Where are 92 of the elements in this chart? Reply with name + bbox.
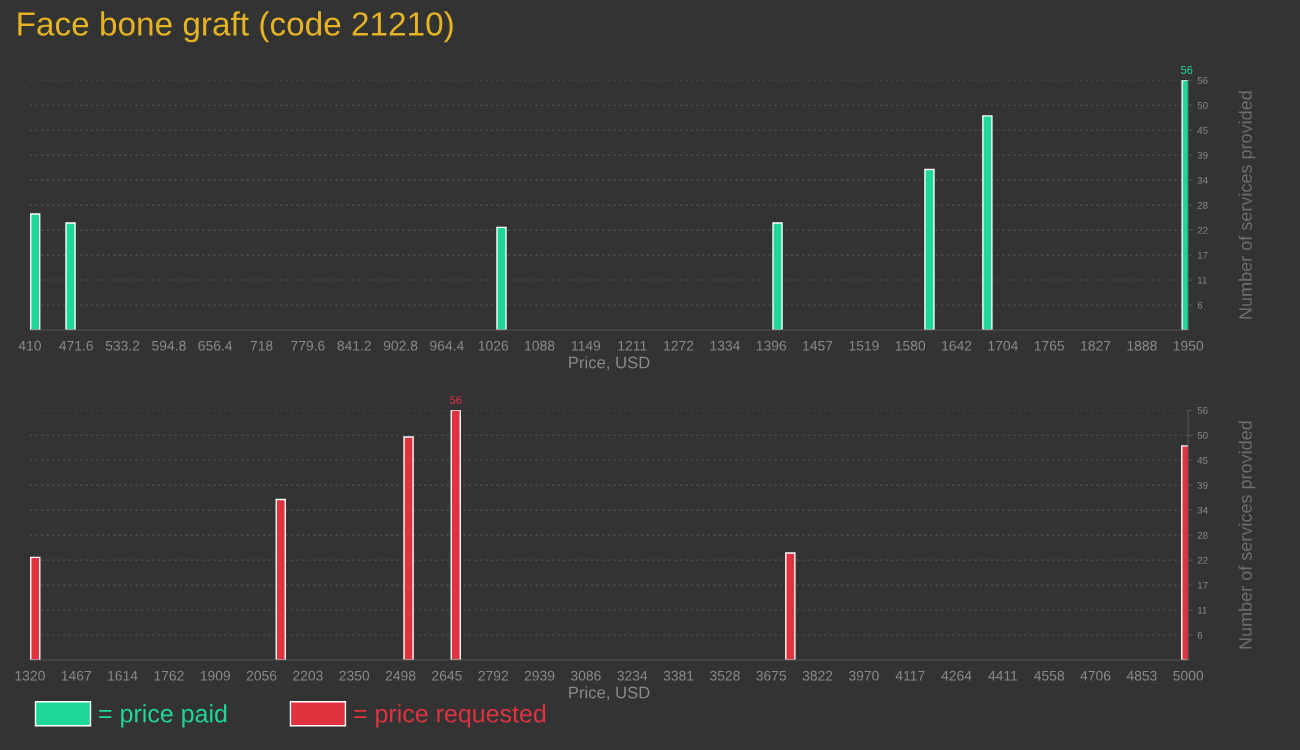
y-tick-label: 39 (1197, 481, 1208, 489)
x-tick-label: 1704 (988, 340, 1018, 351)
x-tick-label: 1614 (108, 670, 138, 681)
x-tick-label: 1457 (803, 340, 833, 351)
x-tick-label: 1765 (1034, 340, 1065, 351)
x-tick-label: 2203 (293, 670, 323, 681)
x-tick-label: 1519 (849, 340, 879, 351)
x-tick-label: 1088 (525, 340, 555, 351)
x-tick-label: 3086 (570, 670, 601, 681)
y-tick-label: 6 (1197, 631, 1203, 639)
x-tick-label: 1320 (15, 670, 45, 681)
x-tick-label: 2939 (524, 670, 555, 681)
x-tick-label: 3234 (617, 670, 648, 681)
x-tick-label: 656.4 (198, 340, 233, 351)
x-tick-label: 964.4 (430, 340, 464, 351)
x-tick-label: 4411 (988, 670, 1018, 681)
y-tick-label: 56 (1197, 406, 1208, 414)
bar (275, 498, 286, 660)
x-tick-label: 5000 (1173, 670, 1204, 681)
y-tick-label: 34 (1197, 176, 1208, 184)
x-tick-label: 1149 (572, 340, 601, 351)
bar (772, 222, 783, 330)
y-tick-label: 17 (1197, 581, 1208, 589)
y-tick-label: 45 (1197, 457, 1208, 464)
x-tick-label: 1909 (200, 670, 231, 681)
bar (450, 410, 461, 660)
chart-title: Face bone graft (code 21210) (18, 11, 453, 43)
x-tick-label: 1396 (756, 340, 787, 351)
bar (403, 436, 414, 660)
y-axis-title: Number of services provided (1238, 91, 1256, 319)
x-tick-label: 4853 (1126, 670, 1157, 681)
x-tick-label: 1580 (895, 340, 926, 351)
x-tick-label: 902.8 (383, 340, 418, 351)
x-tick-label: 410 (18, 340, 41, 351)
x-tick-label: 1827 (1081, 340, 1111, 351)
bar (496, 226, 507, 330)
bar (982, 115, 993, 330)
bar (785, 552, 796, 660)
x-tick-label: 2056 (246, 670, 277, 681)
y-tick-label: 56 (1197, 76, 1208, 84)
y-tick-label: 34 (1197, 506, 1208, 514)
y-tick-label: 22 (1197, 226, 1208, 234)
y-tick-label: 6 (1197, 301, 1203, 309)
x-tick-label: 594.8 (152, 340, 186, 351)
x-tick-label: 1211 (618, 340, 647, 351)
x-tick-label: 3675 (756, 670, 787, 681)
x-tick-label: 1467 (61, 670, 91, 681)
y-tick-label: 17 (1197, 251, 1208, 259)
x-tick-label: 779.6 (291, 340, 325, 351)
legend-label: = price requested (354, 704, 546, 728)
x-tick-label: 718 (250, 340, 273, 351)
y-tick-label: 22 (1197, 556, 1208, 564)
x-tick-label: 4264 (941, 670, 972, 681)
x-tick-label: 471.6 (59, 340, 93, 351)
y-tick-label: 11 (1197, 276, 1207, 284)
bar (30, 556, 41, 660)
x-tick-label: 1642 (942, 340, 972, 351)
x-tick-label: 1888 (1127, 340, 1157, 351)
data-label: 56 (1180, 66, 1193, 74)
x-tick-label: 1272 (664, 340, 694, 351)
x-tick-label: 1026 (478, 340, 509, 351)
y-tick-label: 11 (1197, 606, 1207, 614)
x-tick-label: 3822 (802, 670, 833, 681)
x-axis-title: Price, USD (569, 356, 650, 371)
y-tick-label: 39 (1197, 151, 1208, 159)
x-tick-label: 841.2 (337, 340, 371, 351)
x-tick-label: 3970 (848, 670, 879, 681)
x-tick-label: 4706 (1080, 670, 1111, 681)
x-axis-title: Price, USD (569, 686, 650, 701)
x-tick-label: 1762 (154, 670, 184, 681)
data-label: 56 (450, 396, 462, 404)
y-tick-label: 45 (1197, 127, 1208, 134)
bar (29, 213, 41, 330)
bar (65, 222, 76, 330)
x-tick-label: 3528 (709, 670, 740, 681)
legend-label: = price paid (99, 704, 227, 728)
x-tick-label: 3381 (663, 670, 694, 681)
x-tick-label: 2350 (339, 670, 370, 681)
x-tick-label: 2645 (432, 670, 462, 681)
y-tick-label: 50 (1197, 431, 1208, 439)
x-tick-label: 4117 (895, 670, 925, 681)
x-tick-label: 1334 (710, 340, 740, 351)
x-tick-label: 4558 (1034, 670, 1065, 681)
y-axis-title: Number of services provided (1238, 421, 1256, 649)
x-tick-label: 2792 (478, 670, 508, 681)
x-tick-label: 2498 (385, 670, 416, 681)
x-tick-label: 1950 (1173, 340, 1204, 351)
y-tick-label: 28 (1197, 201, 1208, 209)
y-tick-label: 28 (1197, 531, 1208, 539)
x-tick-label: 533.2 (105, 340, 140, 351)
bar (924, 168, 935, 330)
y-tick-label: 50 (1197, 101, 1208, 109)
